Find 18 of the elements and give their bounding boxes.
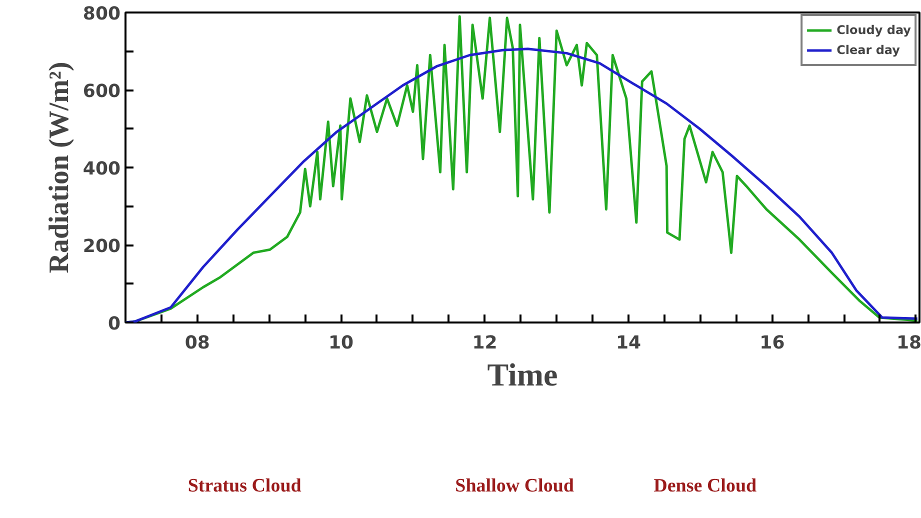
y-tick-label: 400: [82, 158, 121, 180]
x-tick-label: 16: [760, 332, 785, 354]
legend-label: Cloudy day: [836, 23, 911, 37]
x-tick-label: 12: [472, 332, 498, 354]
y-tick-label: 0: [108, 314, 121, 334]
x-tick-label: 14: [616, 332, 642, 354]
y-tick-label: 600: [82, 81, 121, 102]
text: Shallow Cloud: [455, 476, 574, 497]
text: Dense Cloud: [654, 476, 758, 497]
x-tick-label: 10: [328, 332, 354, 354]
y-axis-title: Radiation (W/m²): [44, 62, 75, 274]
x-tick-label: 08: [184, 332, 210, 354]
x-tick-label: 18: [896, 332, 921, 354]
x-axis-title: Time: [487, 356, 558, 392]
legend-label: Clear day: [836, 43, 900, 57]
y-tick-label: 800: [82, 4, 121, 24]
text: Stratus Cloud: [188, 476, 302, 497]
y-tick-label: 200: [82, 236, 121, 257]
